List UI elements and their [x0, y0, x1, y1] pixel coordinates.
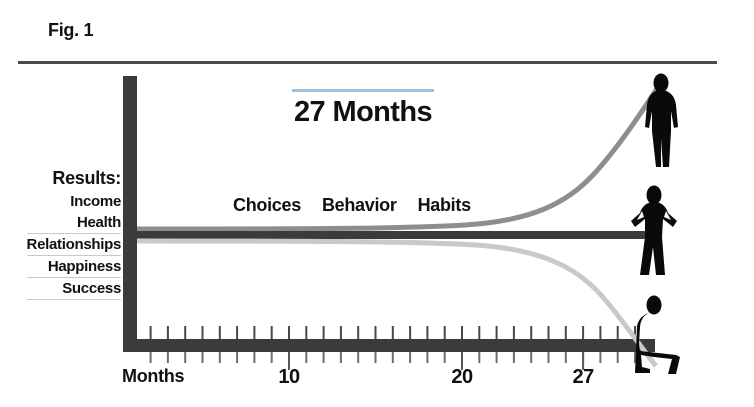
tick-mark-lower: [409, 352, 412, 363]
tick-mark-upper: [530, 326, 533, 339]
success-curve: [136, 82, 663, 232]
sitting-man-failure-silhouette: [635, 295, 680, 374]
tick-mark-lower: [564, 352, 567, 363]
tick-mark-lower: [357, 352, 360, 363]
tick-mark-upper: [149, 326, 152, 339]
tick-mark-upper: [426, 326, 429, 339]
tick-mark-upper: [305, 326, 308, 339]
tick-mark-lower: [339, 352, 342, 363]
annotation-behavior: Behavior: [321, 195, 397, 215]
y-axis-label-block: Results: Income Health Relationships Hap…: [26, 168, 121, 300]
tick-mark-upper: [236, 326, 239, 339]
annotation-choices: Choices: [233, 195, 301, 215]
x-tick-label-10: 10: [278, 366, 300, 388]
x-axis-bar: [123, 339, 655, 352]
tick-mark-upper: [461, 326, 463, 339]
tick-mark-lower: [218, 352, 221, 363]
tick-mark-upper: [409, 326, 412, 339]
title-accent-line: [292, 89, 434, 92]
tick-mark-upper: [564, 326, 567, 339]
tick-mark-upper: [616, 326, 619, 339]
figure-label: Fig. 1: [48, 20, 94, 40]
annotation-row: Choices Behavior Habits: [233, 195, 471, 216]
tick-mark-lower: [478, 352, 481, 363]
tick-mark-upper: [478, 326, 481, 339]
tick-mark-lower: [616, 352, 619, 363]
tick-mark-upper: [184, 326, 187, 339]
tick-mark-lower: [391, 352, 394, 363]
tick-mark-upper: [634, 326, 636, 339]
y-axis-bar: [123, 76, 137, 352]
tick-mark-upper: [253, 326, 256, 339]
tick-mark-lower: [495, 352, 498, 363]
tick-mark-lower: [166, 352, 169, 363]
annotation-habits: Habits: [417, 195, 472, 215]
tick-mark-upper: [288, 326, 290, 339]
tick-mark-upper: [357, 326, 360, 339]
tick-mark-lower: [253, 352, 256, 363]
tick-mark-upper: [582, 326, 585, 339]
tick-mark-lower: [201, 352, 204, 363]
tick-mark-lower: [512, 352, 515, 363]
tick-mark-lower: [322, 352, 325, 363]
y-axis-heading: Results:: [52, 168, 121, 188]
tick-mark-long-27: [582, 352, 585, 370]
tick-mark-upper: [374, 326, 377, 339]
tick-mark-upper: [443, 326, 446, 339]
y-axis-label-income: Income: [70, 193, 121, 210]
tick-mark-lower: [149, 352, 152, 363]
tick-mark-lower: [374, 352, 377, 363]
standing-man-neutral-silhouette: [631, 185, 677, 275]
tick-mark-upper: [599, 326, 602, 339]
x-tick-label-27: 27: [572, 366, 594, 388]
tick-mark-long-10: [288, 352, 290, 370]
tick-mark-upper: [339, 326, 342, 339]
tick-mark-upper: [512, 326, 515, 339]
y-axis-label-success: Success: [26, 278, 121, 300]
chart-title: 27 Months: [294, 96, 433, 128]
tick-mark-lower: [305, 352, 308, 363]
y-axis-label-happiness: Happiness: [26, 256, 121, 278]
tick-mark-lower: [443, 352, 446, 363]
tick-mark-lower: [530, 352, 533, 363]
x-axis-tick-marks: [149, 326, 636, 370]
tick-mark-upper: [270, 326, 273, 339]
tick-mark-lower: [599, 352, 602, 363]
tick-mark-upper: [322, 326, 325, 339]
tick-mark-upper: [201, 326, 204, 339]
tick-mark-upper: [218, 326, 221, 339]
tick-mark-lower: [236, 352, 239, 363]
top-divider-rule: [18, 61, 717, 64]
y-axis-label-health: Health: [26, 212, 121, 234]
tick-mark-upper: [166, 326, 169, 339]
tick-mark-lower: [634, 352, 636, 363]
standing-man-success-silhouette: [645, 73, 678, 167]
tick-mark-upper: [391, 326, 394, 339]
x-axis-label: Months: [122, 366, 185, 386]
tick-mark-lower: [426, 352, 429, 363]
failure-curve: [136, 238, 658, 368]
tick-mark-upper: [547, 326, 550, 339]
y-axis-label-relationships: Relationships: [26, 234, 121, 256]
tick-mark-upper: [495, 326, 498, 339]
tick-mark-lower: [184, 352, 187, 363]
x-tick-label-20: 20: [451, 366, 473, 388]
tick-mark-long-20: [461, 352, 463, 370]
tick-mark-lower: [270, 352, 273, 363]
tick-mark-lower: [547, 352, 550, 363]
